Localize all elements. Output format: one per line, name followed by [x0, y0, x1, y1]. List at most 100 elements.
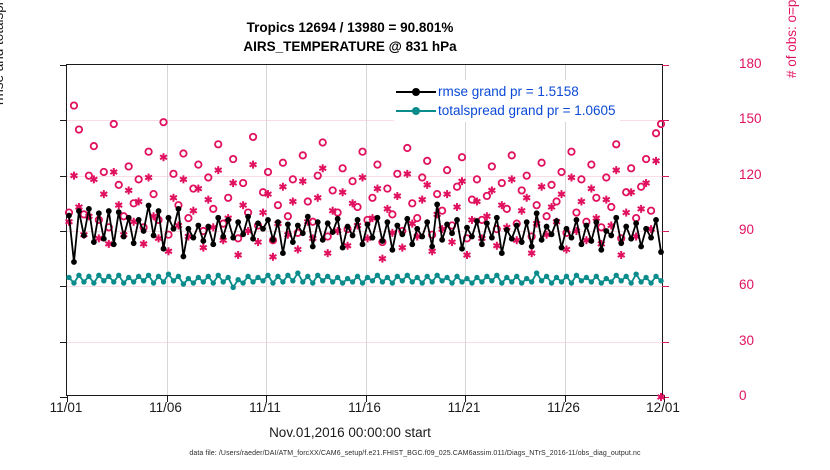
- series-point: [399, 231, 406, 238]
- obs-possible-marker: [313, 171, 322, 180]
- series-point: [618, 240, 625, 247]
- series-point: [280, 279, 286, 285]
- series-point: [444, 274, 450, 281]
- obs-assimilated-marker: [482, 212, 491, 221]
- data-file-note: data file: /Users/raeder/DAI/ATM_forcXX/…: [189, 450, 641, 457]
- series-point: [479, 241, 485, 248]
- series-point: [71, 259, 77, 265]
- chart-title-line1: Tropics 12694 / 13980 = 90.801%: [246, 20, 454, 35]
- obs-possible-marker: [641, 154, 651, 164]
- series-point: [314, 219, 321, 226]
- series-point: [130, 279, 137, 285]
- series-point: [155, 273, 162, 280]
- series-point: [593, 273, 600, 280]
- series-point: [250, 235, 256, 242]
- series-point: [429, 243, 436, 250]
- series-point: [125, 274, 132, 281]
- series-point: [464, 275, 470, 282]
- obs-possible-marker: [507, 151, 516, 160]
- series-point: [205, 273, 211, 280]
- obs-assimilated-marker: [139, 239, 148, 248]
- obs-assimilated-marker: [567, 173, 576, 182]
- series-point: [384, 274, 391, 281]
- y-axis-right-tick-label: 180: [739, 56, 762, 71]
- x-axis-tick-label: 11/16: [348, 400, 381, 415]
- obs-possible-marker: [592, 193, 601, 202]
- obs-possible-marker: [627, 164, 636, 173]
- series-point: [658, 249, 664, 255]
- series-point: [230, 234, 237, 241]
- obs-possible-marker: [348, 177, 357, 186]
- obs-assimilated-marker: [378, 254, 387, 263]
- series-point: [245, 273, 251, 280]
- obs-assimilated-marker: [204, 195, 213, 204]
- obs-possible-marker: [288, 175, 297, 184]
- series-point: [155, 208, 162, 214]
- series-point: [588, 279, 595, 285]
- series-point: [210, 241, 217, 248]
- obs-assimilated-marker: [214, 166, 223, 175]
- x-axis-tick-label: 11/21: [447, 400, 481, 415]
- y-axis-right-tick-label: 120: [739, 166, 762, 182]
- obs-possible-marker: [214, 140, 223, 149]
- series-point: [294, 222, 301, 229]
- obs-assimilated-marker: [577, 197, 586, 206]
- obs-assimilated-marker: [617, 250, 626, 259]
- series-point: [150, 280, 157, 286]
- series-point: [324, 220, 331, 227]
- series-point: [215, 272, 221, 278]
- series-point: [95, 210, 102, 217]
- series-point: [503, 226, 510, 233]
- obs-possible-marker: [204, 173, 213, 182]
- series-point: [160, 279, 167, 285]
- legend-marker-totalspread: [396, 104, 436, 118]
- series-point: [504, 274, 510, 281]
- gridline-horizontal: [67, 120, 662, 122]
- obs-possible-marker: [607, 202, 616, 212]
- obs-possible-marker: [144, 147, 153, 156]
- series-point: [384, 219, 391, 226]
- series-point: [165, 214, 172, 221]
- y-axis-left-tick: [60, 65, 67, 66]
- series-point: [648, 280, 654, 286]
- y-axis-right-tick: [662, 120, 669, 122]
- obs-possible-marker: [502, 204, 511, 213]
- y-axis-right-tick: [662, 65, 669, 66]
- series-point: [125, 214, 132, 221]
- series-point: [414, 274, 420, 281]
- obs-assimilated-marker: [234, 250, 243, 259]
- obs-assimilated-marker: [124, 186, 133, 195]
- legend-item-totalspread[interactable]: totalspread grand pr = 1.0605: [396, 101, 616, 120]
- obs-possible-marker: [517, 186, 526, 195]
- series-point: [359, 280, 366, 286]
- legend-item-rmse[interactable]: rmse grand pr = 1.5158: [396, 82, 616, 101]
- obs-possible-marker: [542, 212, 551, 221]
- obs-assimilated-marker: [448, 238, 457, 247]
- obs-assimilated-marker: [547, 203, 556, 212]
- series-point: [240, 231, 247, 238]
- obs-assimilated-marker: [338, 188, 347, 197]
- series-point: [454, 217, 460, 223]
- series-point: [344, 275, 351, 282]
- x-axis-tick: [67, 395, 68, 402]
- series-point: [444, 221, 450, 228]
- obs-assimilated-marker: [627, 188, 636, 197]
- chart-title-line2: AIRS_TEMPERATURE @ 831 hPa: [243, 39, 457, 54]
- series-point: [513, 222, 520, 229]
- obs-possible-marker: [383, 184, 392, 193]
- obs-assimilated-marker: [288, 197, 297, 206]
- series-point: [170, 225, 177, 232]
- series-point: [598, 280, 605, 286]
- series-point: [603, 228, 610, 234]
- series-point: [568, 234, 575, 241]
- series-point: [190, 234, 197, 241]
- series-point: [76, 272, 82, 278]
- series-point: [91, 280, 97, 286]
- series-point: [299, 230, 306, 237]
- obs-assimilated-marker: [487, 186, 496, 195]
- series-point: [379, 279, 386, 285]
- series-point: [638, 279, 644, 285]
- obs-possible-marker: [114, 180, 123, 189]
- series-point: [588, 238, 595, 244]
